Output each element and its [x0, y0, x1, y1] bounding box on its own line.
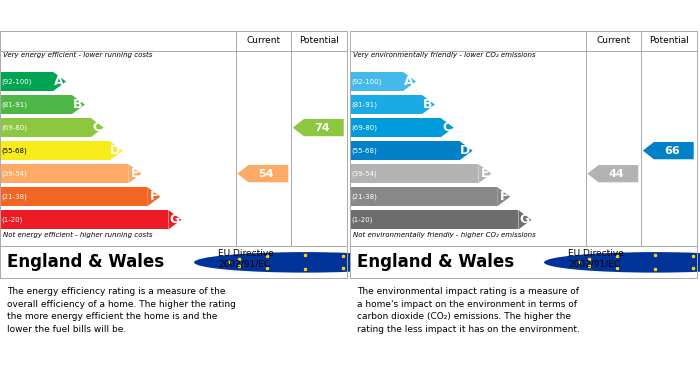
Text: (69-80): (69-80)	[351, 124, 378, 131]
Polygon shape	[237, 165, 288, 182]
Text: D: D	[111, 144, 120, 157]
Text: Not energy efficient - higher running costs: Not energy efficient - higher running co…	[4, 232, 153, 239]
Text: EU Directive
2002/91/EC: EU Directive 2002/91/EC	[218, 249, 274, 269]
Text: Not environmentally friendly - higher CO₂ emissions: Not environmentally friendly - higher CO…	[354, 232, 536, 239]
Bar	[0, 164, 128, 183]
Text: A: A	[55, 75, 64, 88]
Text: (39-54): (39-54)	[351, 170, 377, 177]
Text: (1-20): (1-20)	[1, 217, 23, 223]
Polygon shape	[519, 210, 531, 230]
Text: (39-54): (39-54)	[1, 170, 27, 177]
Circle shape	[194, 252, 416, 273]
Text: England & Wales: England & Wales	[7, 253, 164, 271]
Bar	[350, 210, 519, 230]
Polygon shape	[72, 95, 85, 114]
Text: 44: 44	[608, 169, 624, 179]
Text: F: F	[150, 190, 158, 203]
Bar	[350, 164, 478, 183]
Bar	[350, 72, 403, 91]
Text: Current: Current	[596, 36, 631, 45]
Text: C: C	[442, 121, 452, 134]
Bar	[350, 187, 497, 206]
Polygon shape	[441, 118, 454, 137]
Text: F: F	[500, 190, 508, 203]
Polygon shape	[587, 165, 638, 182]
Bar	[0, 72, 53, 91]
Polygon shape	[147, 187, 160, 206]
Polygon shape	[478, 164, 491, 183]
Text: E: E	[481, 167, 489, 180]
Polygon shape	[128, 164, 141, 183]
Text: (81-91): (81-91)	[351, 101, 378, 108]
Text: 74: 74	[314, 123, 330, 133]
Polygon shape	[497, 187, 510, 206]
Text: The environmental impact rating is a measure of
a home's impact on the environme: The environmental impact rating is a mea…	[357, 287, 580, 334]
Polygon shape	[459, 141, 473, 160]
Text: 66: 66	[664, 145, 680, 156]
Bar	[350, 118, 441, 137]
Text: 54: 54	[258, 169, 274, 179]
Polygon shape	[109, 141, 122, 160]
Text: (81-91): (81-91)	[1, 101, 28, 108]
Bar	[0, 141, 109, 160]
Polygon shape	[53, 72, 66, 91]
Polygon shape	[643, 142, 694, 159]
Text: E: E	[131, 167, 139, 180]
Text: Current: Current	[246, 36, 281, 45]
Bar	[350, 95, 422, 114]
Circle shape	[544, 252, 700, 273]
Text: B: B	[74, 98, 83, 111]
Text: D: D	[461, 144, 470, 157]
Bar	[0, 95, 72, 114]
Polygon shape	[91, 118, 104, 137]
Text: Very environmentally friendly - lower CO₂ emissions: Very environmentally friendly - lower CO…	[354, 52, 536, 58]
Bar	[0, 187, 147, 206]
Text: England & Wales: England & Wales	[357, 253, 514, 271]
Polygon shape	[422, 95, 435, 114]
Bar	[0, 118, 91, 137]
Text: A: A	[405, 75, 414, 88]
Text: Environmental Impact (CO₂) Rating: Environmental Impact (CO₂) Rating	[355, 9, 587, 22]
Text: (55-68): (55-68)	[1, 147, 27, 154]
Text: Energy Efficiency Rating: Energy Efficiency Rating	[5, 9, 168, 22]
Text: Very energy efficient - lower running costs: Very energy efficient - lower running co…	[4, 52, 153, 58]
Polygon shape	[293, 119, 344, 136]
Text: (21-38): (21-38)	[1, 194, 27, 200]
Bar	[0, 210, 169, 230]
Bar	[350, 141, 459, 160]
Text: C: C	[92, 121, 102, 134]
Text: (1-20): (1-20)	[351, 217, 373, 223]
Text: (55-68): (55-68)	[351, 147, 377, 154]
Text: Potential: Potential	[299, 36, 339, 45]
Text: (21-38): (21-38)	[351, 194, 377, 200]
Text: Potential: Potential	[649, 36, 689, 45]
Polygon shape	[403, 72, 416, 91]
Text: B: B	[424, 98, 433, 111]
Text: (69-80): (69-80)	[1, 124, 28, 131]
Text: (92-100): (92-100)	[1, 78, 32, 85]
Text: (92-100): (92-100)	[351, 78, 382, 85]
Text: G: G	[519, 213, 529, 226]
Text: EU Directive
2002/91/EC: EU Directive 2002/91/EC	[568, 249, 624, 269]
Text: G: G	[169, 213, 179, 226]
Polygon shape	[169, 210, 181, 230]
Text: The energy efficiency rating is a measure of the
overall efficiency of a home. T: The energy efficiency rating is a measur…	[7, 287, 236, 334]
